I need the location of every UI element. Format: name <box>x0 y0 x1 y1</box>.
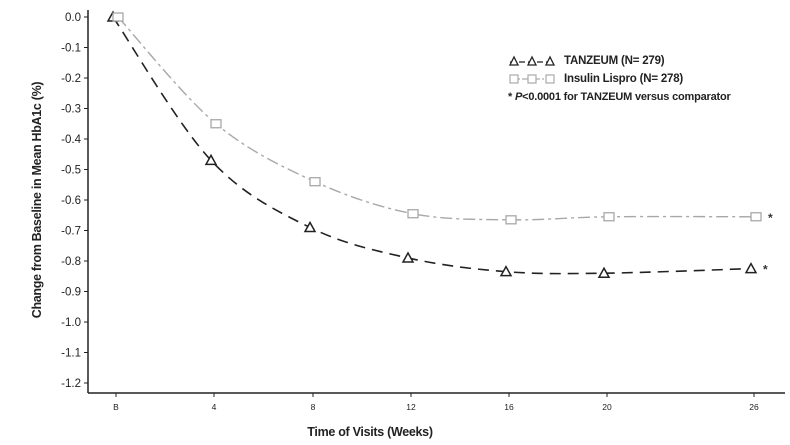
legend-item-insulin-lispro: Insulin Lispro (N= 278) <box>508 70 731 88</box>
triangle-marker-icon <box>508 55 556 66</box>
square-marker <box>112 12 124 22</box>
y-tick-label: -0.9 <box>61 287 81 299</box>
y-axis-label: Change from Baseline in Mean HbA1c (%) <box>30 81 44 319</box>
y-tick-label: -0.6 <box>61 195 81 207</box>
x-tick-label: 20 <box>602 402 612 412</box>
x-tick-label: 12 <box>406 402 416 412</box>
y-tick-label: -0.5 <box>61 165 81 177</box>
note-star: * <box>508 91 513 103</box>
legend-label-tanzeum: TANZEUM (N= 279) <box>564 55 665 67</box>
note-p: P <box>514 91 523 103</box>
insulin-lispro-line <box>117 16 757 221</box>
y-tick-label: -0.3 <box>61 104 81 116</box>
triangle-marker <box>744 262 758 274</box>
square-marker <box>505 215 517 225</box>
square-marker <box>210 119 222 129</box>
y-tick-label: -1.0 <box>61 317 81 329</box>
square-marker-icon <box>509 74 555 84</box>
y-tick-label: 0.0 <box>65 12 81 24</box>
y-tick-label: -1.2 <box>61 378 81 390</box>
triangle-marker <box>597 266 611 278</box>
legend-item-tanzeum: TANZEUM (N= 279) <box>508 52 731 70</box>
y-tick-label: -0.7 <box>61 226 81 238</box>
y-tick-label: -0.2 <box>61 73 81 85</box>
x-tick-label: 26 <box>749 402 759 412</box>
y-tick-label: -0.4 <box>61 134 81 146</box>
triangle-marker <box>499 265 513 277</box>
x-tick-label: 4 <box>212 402 217 412</box>
significance-note: * P <0.0001 for TANZEUM versus comparato… <box>508 88 731 106</box>
square-marker <box>407 209 419 219</box>
significance-asterisk: * <box>768 211 773 225</box>
triangle-marker <box>204 153 218 166</box>
y-tick-label: -1.1 <box>61 348 81 360</box>
note-text: <0.0001 for TANZEUM versus comparator <box>522 91 731 103</box>
x-axis-label: Time of Visits (Weeks) <box>307 425 433 439</box>
y-tick-label: -0.1 <box>61 43 81 55</box>
triangle-marker <box>401 251 415 263</box>
significance-asterisk: * <box>763 263 768 277</box>
y-tick-label: -0.8 <box>61 256 81 268</box>
triangle-marker <box>303 220 317 233</box>
square-marker <box>603 212 615 222</box>
legend-label-insulin-lispro: Insulin Lispro (N= 278) <box>564 73 684 85</box>
x-tick-label: 16 <box>504 402 514 412</box>
x-tick-label: 8 <box>311 402 316 412</box>
legend: TANZEUM (N= 279) Insulin Lispro (N= 278)… <box>508 52 731 106</box>
x-tick-label: B <box>113 402 119 412</box>
square-marker <box>309 177 321 187</box>
square-marker <box>750 212 762 222</box>
